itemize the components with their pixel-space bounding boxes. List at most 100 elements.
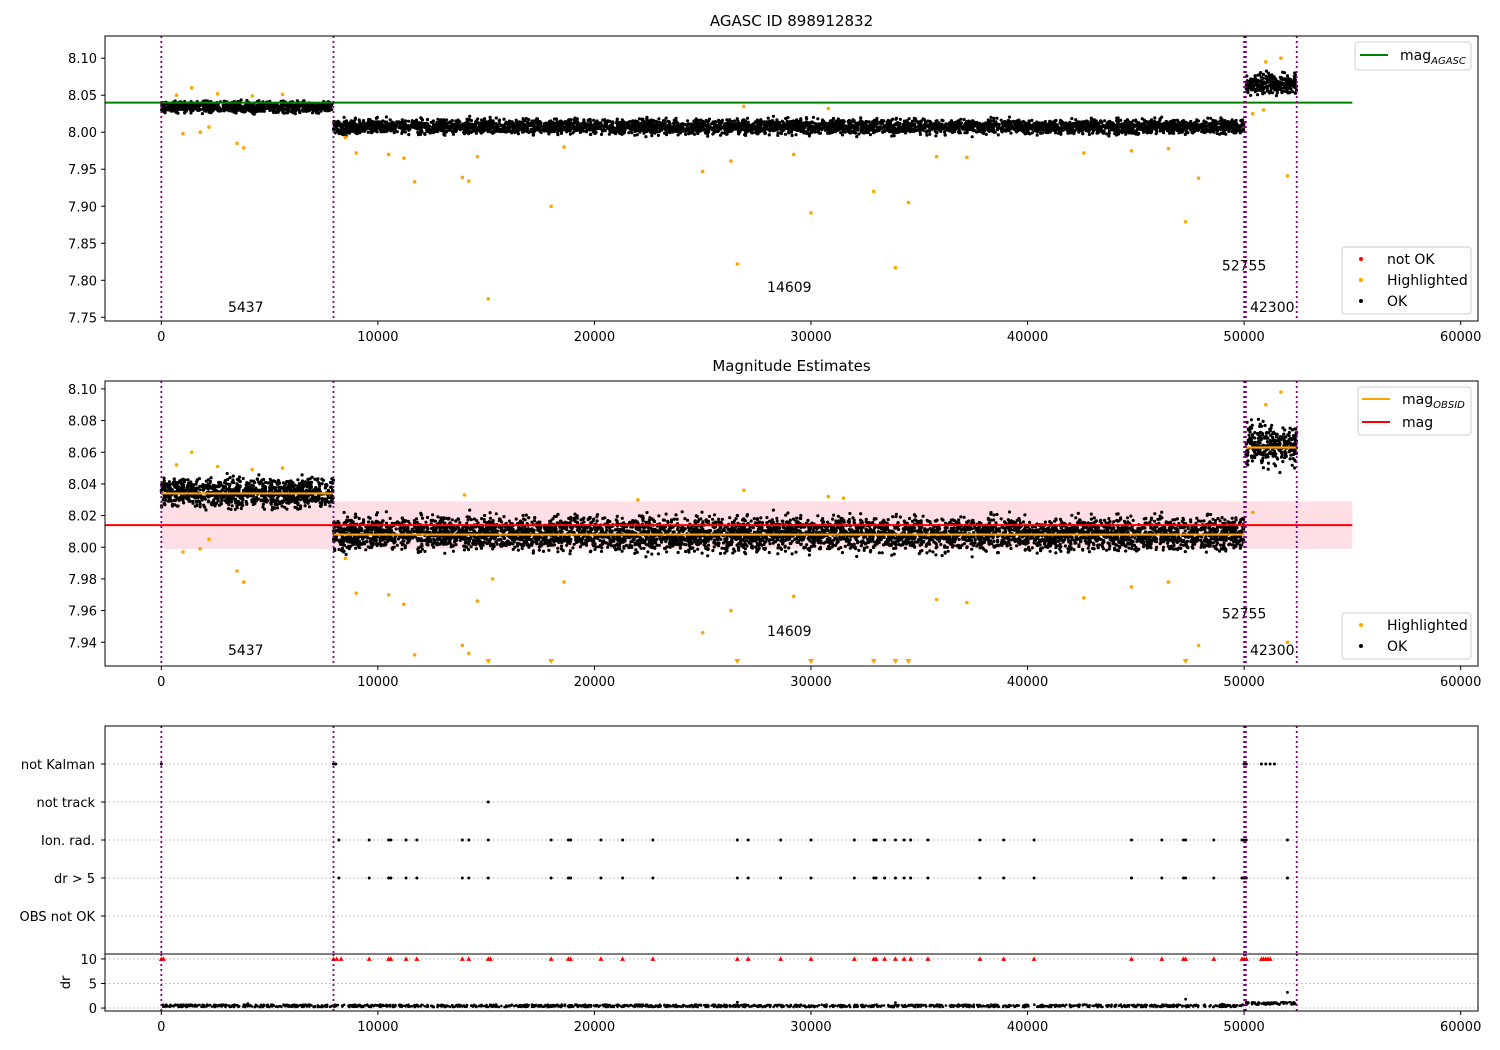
ok-point [293,112,297,116]
ok-point [245,98,249,103]
ok-point [844,127,848,131]
ok-point [699,118,703,122]
ok-point [1238,125,1242,129]
ok-point [1158,124,1162,128]
ok-point [749,129,753,133]
ok-point [381,119,385,123]
ok-point [790,128,794,132]
ok-point [589,123,594,127]
ok-point [760,122,764,126]
ok-point [912,123,916,128]
ok-point [527,130,531,134]
ok-point [973,129,977,133]
ok-point [1238,131,1242,135]
ok-point [1077,124,1081,128]
ok-point [935,126,939,130]
ok-point [684,132,688,136]
ok-point [520,130,525,134]
ok-point [647,120,651,124]
ok-point [1165,127,1170,131]
ok-point [650,123,654,127]
ok-point [976,124,980,128]
ok-point [783,132,788,136]
ok-point [894,117,898,121]
ok-point [638,123,642,127]
ok-point [1048,119,1052,123]
ok-point [1046,127,1051,131]
ok-point [1087,132,1091,137]
ok-point [572,124,576,128]
ok-point [195,108,199,112]
ok-point [993,124,997,128]
ok-point [914,117,918,121]
ok-point [1161,131,1166,135]
ok-point [494,116,498,120]
ok-point [867,120,871,124]
ok-point [384,115,388,119]
ok-point [968,125,972,129]
ok-point [182,108,186,112]
ok-point [794,133,798,137]
ok-point [655,130,659,134]
ok-point [345,131,349,135]
ok-point [586,122,590,126]
ok-point [171,106,176,110]
ok-point [814,125,818,130]
ok-point [444,118,449,122]
ok-point [494,122,498,126]
ok-point [1070,117,1074,121]
ok-point [363,124,367,129]
ok-point [939,129,943,133]
ok-point [283,107,287,111]
ok-point [720,125,724,129]
ok-point [1175,118,1179,122]
ok-point [988,123,992,127]
ok-point [798,126,802,130]
ok-point [827,127,831,131]
ok-point [918,132,923,136]
ok-point [502,117,506,121]
ok-point [1152,126,1157,130]
ok-point [812,128,816,132]
ok-point [961,125,965,129]
ok-point [248,109,252,113]
ok-point [1191,131,1195,135]
ok-point [851,118,855,122]
ok-point [836,117,840,121]
ok-point [811,121,815,125]
ok-point [771,126,776,130]
ok-point [554,121,558,125]
ok-point [1115,116,1119,120]
ok-point [768,129,772,133]
ok-point [756,124,760,129]
ok-point [805,117,809,121]
ok-point [293,108,297,112]
ok-point [395,120,399,124]
ok-point [959,121,963,125]
ok-point [426,122,430,126]
ok-point [297,109,302,114]
ok-point [236,104,240,109]
ok-point [992,116,996,120]
ok-point [1036,130,1040,134]
ok-point [185,107,189,111]
ok-point [560,122,565,126]
ok-point [454,127,458,131]
ok-point [1024,132,1028,136]
ok-point [521,117,525,121]
ok-point [1196,119,1200,123]
ok-point [703,128,707,132]
ok-point [704,131,708,135]
ok-point [959,117,963,121]
ok-point [676,122,680,126]
ok-point [1165,120,1169,124]
ok-point [1177,131,1181,135]
ok-point [677,125,681,129]
ok-point [981,131,985,135]
ok-point [544,125,548,129]
ok-point [919,125,924,129]
ok-point [1096,130,1100,134]
ok-point [315,111,319,115]
ok-point [1024,122,1028,126]
ok-point [205,104,209,108]
